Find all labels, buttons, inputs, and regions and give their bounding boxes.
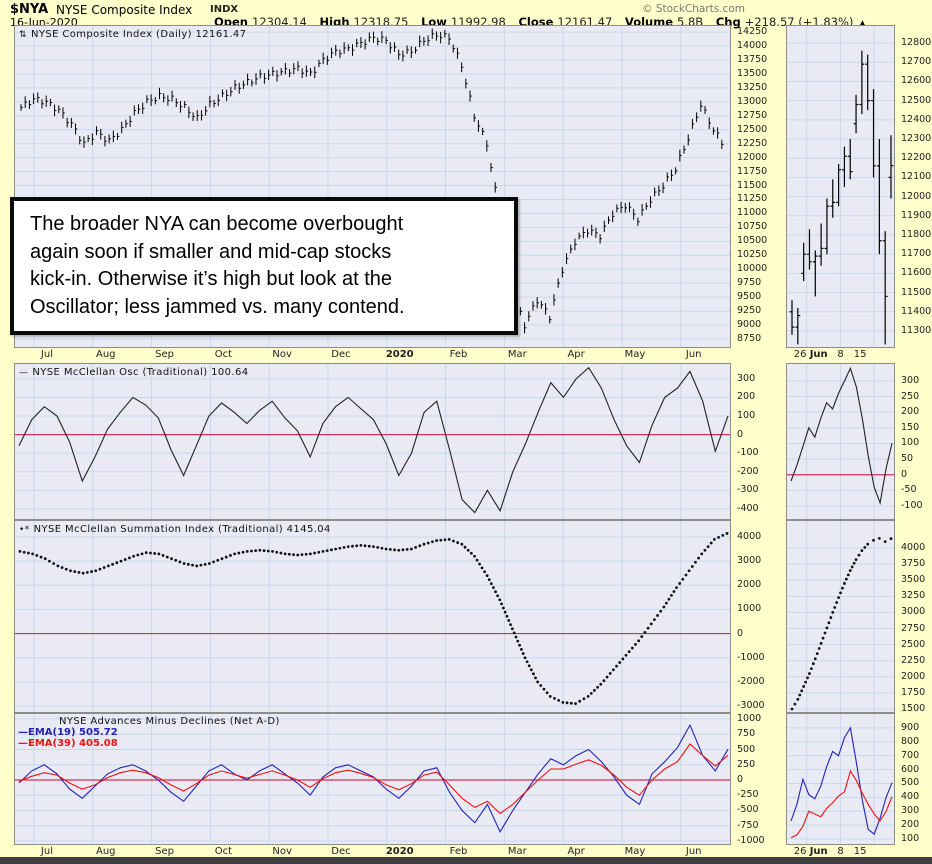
ema19-label: EMA(19) 505.72 bbox=[28, 727, 118, 738]
price-zoom-panel bbox=[786, 25, 895, 348]
oscillator-panel-title: NYSE McClellan Osc (Traditional) 100.64 bbox=[32, 367, 249, 378]
bottom-xaxis: Jul Aug Sep Oct Nov Dec 2020 Feb Mar Apr May Jun bbox=[40, 846, 702, 857]
oscillator-zoom-plot bbox=[787, 364, 894, 519]
ema39-dash-icon: — bbox=[18, 738, 28, 749]
summation-panel-label: •* NYSE McClellan Summation Index (Tradit… bbox=[19, 524, 331, 535]
price-zoom-yaxis: 12800 12700 12600 12500 12400 12300 12200 12100… bbox=[901, 37, 932, 336]
summation-panel: •* NYSE McClellan Summation Index (Tradit… bbox=[14, 520, 731, 713]
ema39-label: EMA(39) 405.08 bbox=[28, 738, 118, 749]
summation-zoom-yaxis: 4000 3750 3500 3250 3000 2750 2500 2250 2000 1750… bbox=[901, 542, 926, 714]
oscillator-panel: — NYSE McClellan Osc (Traditional) 100.64 bbox=[14, 363, 731, 520]
price-panel-label: ⇅ NYSE Composite Index (Daily) 12161.47 bbox=[19, 29, 246, 40]
oscillator-panel-label: — NYSE McClellan Osc (Traditional) 100.64 bbox=[19, 367, 248, 378]
ticker-name: NYSE Composite Index bbox=[56, 3, 193, 17]
oscillator-plot bbox=[15, 364, 730, 519]
stockcharts-copyright-link[interactable]: © StockCharts.com bbox=[642, 3, 745, 15]
summation-yaxis: 4000 3000 2000 1000 0 -1000 -2000 -3000 bbox=[737, 530, 765, 712]
ema19-legend: —EMA(19) 505.72 bbox=[18, 727, 118, 738]
ema19-dash-icon: — bbox=[18, 727, 28, 738]
oscillator-zoom-yaxis: 300 250 200 150 100 50 0 -50 -100 bbox=[901, 374, 923, 511]
price-xaxis: Jul Aug Sep Oct Nov Dec 2020 Feb Mar Apr May Jun bbox=[40, 349, 702, 360]
ad-yaxis: 1000 750 500 250 0 -250 -500 -750 -1000 bbox=[737, 713, 765, 846]
summation-panel-title: NYSE McClellan Summation Index (Traditio… bbox=[33, 524, 331, 535]
ad-panel-title: NYSE Advances Minus Declines (Net A-D) bbox=[59, 716, 280, 727]
ad-zoom-plot bbox=[787, 714, 894, 844]
annotation-box: The broader NYA can become overbought aga… bbox=[10, 197, 518, 336]
bottom-zoom-xaxis: 26 Jun 8 15 bbox=[793, 846, 867, 857]
ticker-exchange: INDX bbox=[210, 4, 239, 15]
ad-plot bbox=[15, 714, 730, 844]
price-zoom-xaxis: 26 Jun 8 15 bbox=[793, 349, 867, 360]
chart-style-icon: ⇅ bbox=[19, 30, 27, 40]
ema39-legend: —EMA(39) 405.08 bbox=[18, 738, 118, 749]
oscillator-yaxis: 300 200 100 0 -100 -200 -300 -400 bbox=[737, 372, 759, 514]
ad-panel: NYSE Advances Minus Declines (Net A-D) —… bbox=[14, 713, 731, 845]
summation-zoom-panel bbox=[786, 520, 895, 713]
oscillator-zoom-panel bbox=[786, 363, 895, 520]
window-bottom-edge bbox=[0, 857, 932, 864]
up-arrow-icon: ▲ bbox=[859, 19, 866, 29]
summation-plot bbox=[15, 521, 730, 712]
annotation-text: The broader NYA can become overbought aga… bbox=[30, 213, 405, 318]
line-style-icon: — bbox=[19, 368, 29, 378]
price-panel-title: NYSE Composite Index (Daily) 12161.47 bbox=[30, 29, 247, 40]
ad-zoom-panel bbox=[786, 713, 895, 845]
price-yaxis: 14250 14000 13750 13500 13250 13000 12750 12500… bbox=[737, 26, 768, 344]
dots-style-icon: •* bbox=[19, 525, 30, 535]
ad-zoom-yaxis: 900 800 700 600 500 400 300 200 100 bbox=[901, 721, 920, 845]
ticker-symbol: $NYA bbox=[10, 2, 49, 17]
price-zoom-plot bbox=[787, 26, 894, 347]
summation-zoom-plot bbox=[787, 521, 894, 712]
